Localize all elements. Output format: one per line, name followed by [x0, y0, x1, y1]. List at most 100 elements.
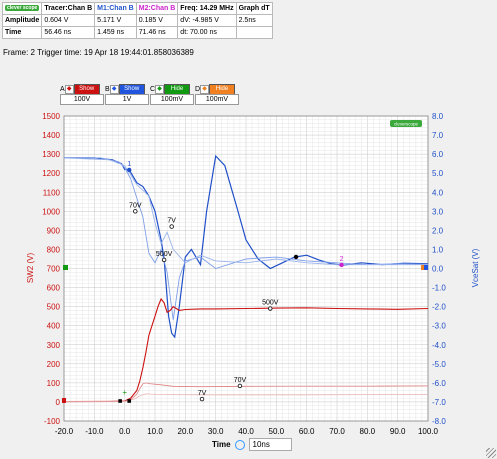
annotation-group: 1 2 70V 7V 500V 500V 70V 7V +: [118, 161, 344, 403]
y-left-tick-label: 700: [47, 265, 61, 274]
marker-square[interactable]: [127, 399, 132, 403]
row-label-time: Time: [1, 26, 43, 39]
y-right-tick-label: 5.0: [432, 169, 444, 178]
channel-b-scope-icon[interactable]: ◆: [109, 84, 119, 94]
annotation-label: 2: [340, 256, 344, 263]
cleverscope-watermark: cleverscope: [390, 120, 422, 127]
annotation-label: 1: [127, 161, 131, 168]
series-line-6: [63, 393, 428, 402]
x-tick-label: 100.0: [418, 427, 439, 436]
x-tick-label: 90.0: [390, 427, 406, 436]
y-left-tick-label: 300: [47, 341, 61, 350]
series-line-4: [63, 297, 429, 403]
y-right-tick-label: 8.0: [432, 112, 444, 121]
y-right-tick-label: -8.0: [432, 417, 446, 426]
channel-d-control: D ◆ Hide 100mV: [195, 83, 239, 105]
series-line-1: [64, 154, 429, 339]
x-tick-label: 30.0: [208, 427, 224, 436]
y-right-tick-label: -7.0: [432, 398, 446, 407]
series-line-3: [63, 157, 428, 266]
annotation-label: 70V: [129, 202, 142, 209]
channel-d-scope-icon[interactable]: ◆: [200, 84, 210, 94]
y-right-tick-label: -2.0: [432, 303, 446, 312]
channel-a-letter: A: [60, 85, 65, 93]
svg-text:cleverscope: cleverscope: [394, 122, 419, 127]
resize-grip-icon[interactable]: [486, 448, 496, 458]
trigger-marker-icon[interactable]: +: [122, 388, 127, 397]
annotation-marker[interactable]: [199, 396, 205, 402]
channel-a-scope-icon[interactable]: ◆: [64, 84, 74, 94]
channel-b-control: B ◆ Show 1V: [105, 83, 149, 105]
annotation-label: 500V: [156, 251, 173, 258]
channel-d-letter: D: [195, 85, 201, 93]
y-left-tick-label: 0: [56, 398, 61, 407]
channel-a-offset-handle[interactable]: [62, 398, 66, 403]
y-left-tick-label: 100: [47, 379, 61, 388]
annotation-label: 70V: [234, 377, 247, 384]
x-tick-label: 10.0: [147, 427, 163, 436]
frame-info: Frame: 2 Trigger time: 19 Apr 18 19:44:0…: [3, 48, 194, 57]
marker-square[interactable]: [118, 399, 122, 403]
cell-time-tracer: 56.46 ns: [41, 26, 96, 39]
cell-time-dt: dt: 70.00 ns: [177, 26, 237, 39]
y-axis-right-label: VceSat (V): [471, 248, 480, 287]
y-right-tick-label: -3.0: [432, 322, 446, 331]
y-right-tick-label: 1.0: [432, 245, 444, 254]
y-left-tick-label: 400: [47, 322, 61, 331]
y-left-tick-label: 1300: [42, 150, 60, 159]
channel-c-scale[interactable]: 100mV: [150, 94, 194, 105]
x-tick-label: 40.0: [238, 427, 254, 436]
y-left-tick-label: -100: [44, 417, 61, 426]
measurement-table: clever scope Tracer:Chan B M1:Chan B M2:…: [1, 2, 273, 39]
annotation-label: 7V: [167, 218, 176, 225]
channel-d-scale[interactable]: 100mV: [195, 94, 239, 105]
x-tick-label: -20.0: [55, 427, 74, 436]
y-right-tick-label: 3.0: [432, 207, 444, 216]
tracer-dot[interactable]: [293, 254, 299, 260]
x-tick-label: 80.0: [360, 427, 376, 436]
y-left-tick-label: 1000: [42, 207, 60, 216]
annotation-marker[interactable]: [127, 167, 132, 173]
x-tick-label: 20.0: [178, 427, 194, 436]
right-axis-ticks: 8.0 7.0 6.0 5.0 4.0 3.0 2.0 1.0 0.0 -1.0 -2.0 -3.0 -…: [432, 112, 446, 426]
y-left-tick-label: 800: [47, 245, 61, 254]
channel-b-letter: B: [105, 85, 110, 93]
channel-a-control: A ◆ Show 100V: [60, 83, 104, 105]
channel-b-offset-handle[interactable]: [424, 265, 428, 270]
annotation-label: 7V: [198, 390, 207, 397]
y-right-tick-label: 4.0: [432, 188, 444, 197]
y-right-tick-label: -4.0: [432, 341, 446, 350]
annotation-marker[interactable]: [161, 257, 167, 263]
annotation-marker[interactable]: [169, 224, 174, 229]
x-tick-label: -10.0: [85, 427, 104, 436]
annotation-marker[interactable]: [268, 306, 273, 311]
left-axis-ticks: 1500140013001200110010009008007006005004…: [42, 112, 60, 426]
channel-c-letter: C: [150, 85, 156, 93]
channel-d-offset-handle[interactable]: [421, 265, 426, 270]
channel-c-scope-icon[interactable]: ◆: [155, 84, 165, 94]
plot-grid: [63, 115, 429, 422]
x-tick-label: 70.0: [329, 427, 345, 436]
y-right-tick-label: -1.0: [432, 284, 446, 293]
x-tick-label: 50.0: [269, 427, 285, 436]
y-left-tick-label: 1100: [43, 188, 61, 197]
channel-a-scale[interactable]: 100V: [60, 94, 104, 105]
timebase-clock-icon[interactable]: [234, 439, 245, 450]
y-right-tick-label: -6.0: [432, 379, 446, 388]
annotation-marker[interactable]: [133, 209, 138, 214]
y-left-tick-label: 1400: [42, 131, 60, 140]
series-line-2: [64, 157, 429, 321]
timebase-value[interactable]: 10ns: [248, 438, 292, 451]
y-right-tick-label: -5.0: [432, 360, 446, 369]
channel-b-scale[interactable]: 1V: [105, 94, 149, 105]
y-left-tick-label: 1500: [42, 112, 60, 121]
channel-c-offset-handle[interactable]: [63, 265, 68, 270]
timebase-label: Time: [212, 440, 231, 449]
y-right-tick-label: 6.0: [432, 150, 444, 159]
y-right-tick-label: 0.0: [432, 265, 444, 274]
annotation-marker[interactable]: [237, 383, 243, 389]
y-left-tick-label: 200: [47, 360, 61, 369]
annotation-marker[interactable]: [339, 262, 344, 268]
y-left-tick-label: 1200: [42, 169, 60, 178]
